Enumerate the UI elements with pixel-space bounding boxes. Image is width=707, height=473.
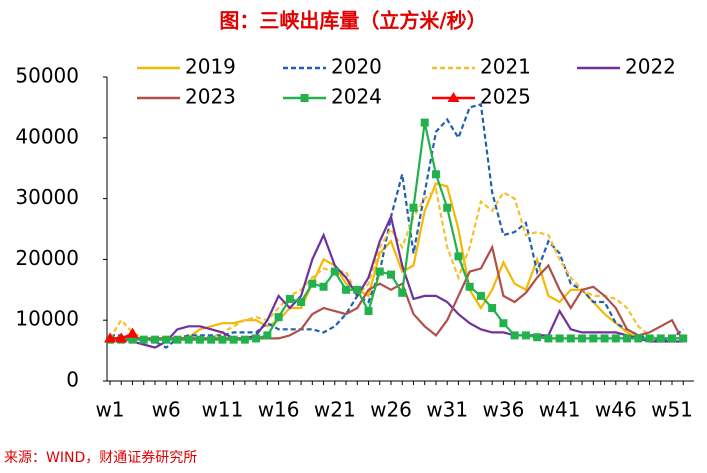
y-tick-label: 20000	[15, 246, 79, 270]
legend-marker	[300, 94, 309, 102]
marker	[319, 282, 328, 291]
legend-marker	[447, 92, 460, 102]
legend-label: 2022	[625, 55, 676, 79]
marker	[544, 334, 553, 343]
marker	[454, 252, 463, 261]
marker	[499, 319, 508, 328]
marker	[668, 334, 676, 343]
series-line	[110, 182, 684, 340]
marker	[409, 203, 418, 212]
marker	[476, 291, 485, 300]
marker	[589, 334, 598, 343]
legend-label: 2020	[331, 55, 382, 79]
marker	[488, 304, 497, 313]
marker	[600, 334, 609, 343]
marker	[521, 331, 530, 340]
series-line	[109, 213, 684, 349]
y-tick-label: 0	[66, 368, 79, 392]
marker	[398, 288, 407, 297]
marker	[104, 332, 116, 343]
marker	[656, 334, 665, 343]
marker	[420, 118, 429, 127]
marker	[555, 334, 564, 343]
marker	[623, 334, 632, 343]
marker	[634, 334, 643, 343]
y-tick-label: 10000	[15, 307, 79, 331]
marker	[510, 331, 519, 340]
marker	[252, 334, 261, 343]
x-tick-label: w26	[370, 398, 412, 422]
marker	[375, 267, 384, 276]
marker	[353, 285, 362, 294]
marker	[330, 267, 339, 276]
marker	[274, 313, 283, 322]
marker	[139, 335, 148, 344]
marker	[645, 334, 654, 343]
marker	[443, 203, 452, 212]
marker	[578, 334, 587, 343]
x-tick-label: w41	[539, 398, 581, 422]
marker	[465, 282, 474, 291]
marker	[308, 279, 317, 288]
x-tick-label: w16	[258, 398, 300, 422]
x-tick-label: w1	[95, 398, 124, 422]
chart-title: 图：三峡出库量（立方米/秒）	[219, 9, 486, 33]
marker	[297, 297, 306, 306]
x-tick-label: w36	[482, 398, 524, 422]
legend-label: 2024	[331, 85, 382, 109]
y-tick-label: 40000	[15, 124, 79, 148]
legend-label: 2025	[480, 85, 531, 109]
marker	[285, 294, 294, 303]
marker	[162, 335, 171, 344]
marker	[173, 335, 182, 344]
marker	[679, 334, 688, 343]
x-tick-label: w31	[426, 398, 468, 422]
x-tick-label: w21	[314, 398, 356, 422]
marker	[342, 285, 351, 294]
marker	[195, 335, 204, 344]
marker	[431, 170, 440, 179]
marker	[566, 334, 575, 343]
x-tick-label: w46	[595, 398, 637, 422]
marker	[263, 331, 272, 340]
marker	[229, 335, 238, 344]
marker	[218, 335, 227, 344]
marker	[533, 333, 542, 342]
series-line	[110, 122, 684, 341]
legend-label: 2023	[185, 85, 236, 109]
marker	[207, 335, 216, 344]
marker	[115, 332, 128, 343]
marker	[128, 335, 137, 344]
marker	[150, 335, 159, 344]
y-tick-label: 30000	[15, 185, 79, 209]
series-line	[110, 103, 684, 349]
legend-label: 2019	[185, 55, 236, 79]
marker	[387, 270, 395, 279]
series-line	[110, 244, 685, 343]
marker	[184, 335, 193, 344]
marker	[240, 335, 249, 344]
x-tick-label: w51	[651, 398, 693, 422]
legend-label: 2021	[480, 55, 531, 79]
series-line	[109, 187, 684, 340]
y-tick-label: 50000	[15, 64, 79, 88]
source: 来源：WIND，财通证券研究所	[4, 450, 197, 466]
marker	[364, 307, 373, 316]
marker	[611, 334, 620, 343]
marker	[126, 327, 139, 338]
x-tick-label: w6	[152, 398, 181, 422]
x-tick-label: w11	[201, 398, 243, 422]
